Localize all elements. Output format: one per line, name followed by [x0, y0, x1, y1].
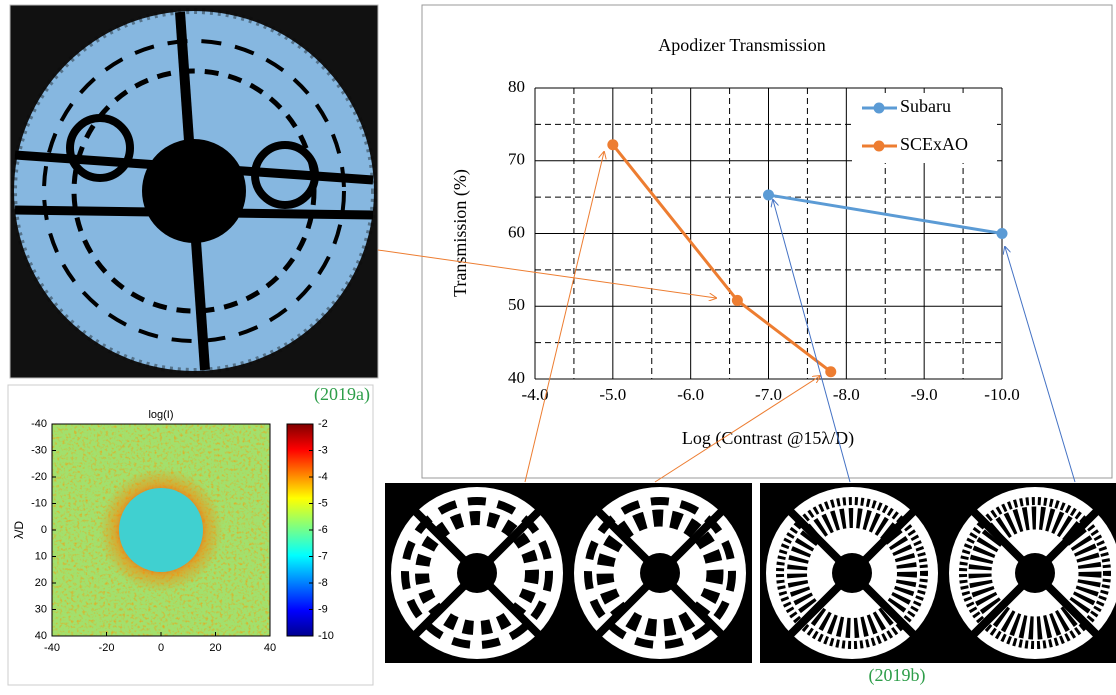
- x-tick-label: 40: [264, 642, 276, 654]
- x-tick-label: 20: [209, 642, 221, 654]
- data-point: [732, 295, 743, 306]
- x-tick-label: -9.0: [911, 385, 938, 404]
- colorbar-tick-label: -4: [318, 471, 328, 483]
- y-tick-label: -40: [31, 418, 47, 430]
- x-axis-label: Log (Contrast @15λ/D): [682, 428, 854, 449]
- data-point: [997, 228, 1008, 239]
- y-tick-label: 30: [35, 603, 47, 615]
- y-tick-label: 20: [35, 577, 47, 589]
- y-tick-label: 10: [35, 550, 47, 562]
- x-tick-label: 0: [158, 642, 164, 654]
- y-tick-label: 80: [508, 77, 525, 96]
- colorbar-tick-label: -9: [318, 603, 328, 615]
- x-tick-label: -7.0: [755, 385, 782, 404]
- legend-label: SCExAO: [900, 134, 968, 154]
- data-point: [607, 139, 618, 150]
- x-tick-label: -20: [99, 642, 115, 654]
- y-axis-label: λ/D: [12, 521, 26, 539]
- data-point: [763, 189, 774, 200]
- y-tick-label: -10: [31, 497, 47, 509]
- colorbar-tick-label: -6: [318, 524, 328, 536]
- data-point: [825, 366, 836, 377]
- y-tick-label: 60: [508, 222, 525, 241]
- mask-images: [385, 483, 1116, 663]
- colorbar-tick-label: -2: [318, 418, 328, 430]
- apodizer-photo: [10, 5, 378, 378]
- colorbar-tick-label: -8: [318, 577, 328, 589]
- colorbar-tick-label: -7: [318, 550, 328, 562]
- x-tick-label: -10.0: [984, 385, 1019, 404]
- colorbar-tick-label: -5: [318, 497, 328, 509]
- x-tick-label: -5.0: [599, 385, 626, 404]
- colorbar-tick-label: -3: [318, 444, 328, 456]
- y-axis-label: Transmission (%): [450, 169, 471, 297]
- y-tick-label: -20: [31, 471, 47, 483]
- page: {"chart_data": [ {"type": "line", "title…: [0, 0, 1116, 690]
- y-tick-label: 40: [35, 630, 47, 642]
- y-tick-label: 40: [508, 368, 525, 387]
- x-tick-label: -40: [44, 642, 60, 654]
- legend-swatch: [874, 141, 885, 152]
- y-tick-label: -30: [31, 444, 47, 456]
- caption: (2019a): [314, 384, 370, 405]
- legend-label: Subaru: [900, 96, 951, 116]
- x-tick-label: -8.0: [833, 385, 860, 404]
- x-tick-label: -6.0: [677, 385, 704, 404]
- legend-swatch: [874, 103, 885, 114]
- chart-title: log(I): [148, 409, 173, 421]
- chart-title: Apodizer Transmission: [658, 35, 826, 55]
- y-tick-label: 70: [508, 150, 525, 169]
- y-tick-label: 50: [508, 295, 525, 314]
- caption: (2019b): [869, 665, 926, 686]
- figure: -4.0-5.0-6.0-7.0-8.0-9.0-10.04050607080A…: [0, 0, 1116, 690]
- colorbar-tick-label: -10: [318, 630, 334, 642]
- y-tick-label: 0: [41, 524, 47, 536]
